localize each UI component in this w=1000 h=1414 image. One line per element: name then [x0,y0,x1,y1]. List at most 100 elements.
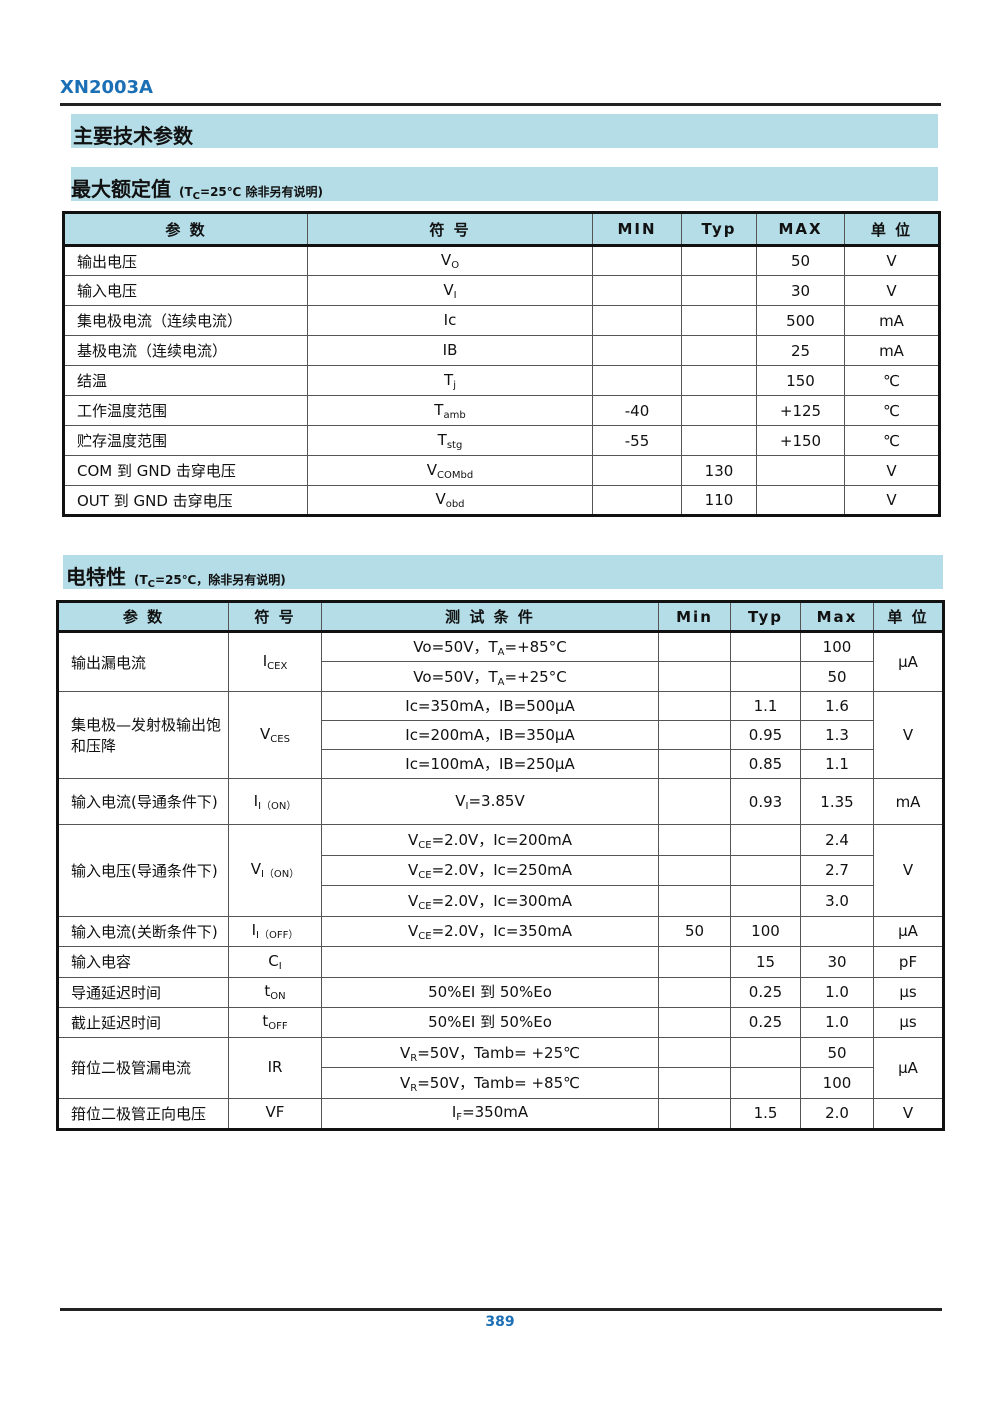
min-cell [658,778,731,825]
condition-post: =2.0V，Ic=200mA [431,830,572,849]
symbol-cell: VI（ON） [228,824,322,917]
unit-cell: ℃ [844,395,940,426]
symbol-cell-main: V [426,460,438,479]
symbol-cell: Vobd [307,485,593,516]
max-cell: 30 [756,275,845,306]
condition-pre: Vo=50V，T [413,638,498,656]
max-cell [756,455,845,486]
symbol-cell-main: IB [442,340,458,359]
min-cell [658,631,731,662]
typ-cell [681,335,757,366]
table-row: 箝位二极管漏电流 IR VR=50V，Tamb= +25℃ 50 μA [57,1036,944,1099]
page-number: 389 [485,1314,515,1330]
param-cell: 导通延迟时间 [57,976,229,1008]
section-max-heading: 最大额定值 (TC=25℃ 除非另有说明) [71,167,938,202]
symbol-cell-sub: obd [445,499,465,510]
param-cell: 基极电流（连续电流） [63,335,308,366]
table-row: 截止延迟时间 tOFF 50%EI 到 50%Eo 0.25 1.0 μs [57,1006,944,1038]
condition-sub: A [497,647,505,658]
column-header: Max [800,601,874,633]
typ-cell: 130 [681,455,757,486]
max-ratings-table: 参 数符 号 MIN Typ MAX 单 位输出电压 VO 50 V 输入电压 VI 30 V 集电极电… [62,211,941,517]
column-header: 参 数 [63,212,308,247]
table-header-row: 参 数符 号 MIN Typ MAX 单 位 [63,212,940,247]
min-cell [592,455,682,486]
typ-cell: 0.25 [730,1006,801,1038]
unit-cell: V [873,1097,944,1130]
table-row: COM 到 GND 击穿电压 VCOMbd 130 V [63,455,940,486]
condition-post: =2.0V，Ic=300mA [431,891,572,910]
symbol-cell-main: I [253,791,259,810]
condition-post: =2.0V，Ic=350mA [431,922,572,941]
unit-cell: V [873,824,944,917]
min-cell: 50 [658,915,731,947]
max-cell: 3.0 [800,885,874,917]
param-cell: 输出电压 [63,245,308,276]
param-cell: 工作温度范围 [63,395,308,426]
column-header: Min [658,601,731,633]
unit-cell: ℃ [844,365,940,396]
condition-pre: V [400,1074,411,1093]
min-cell [592,335,682,366]
param-cell: 输入电流(关断条件下) [57,915,229,947]
param-cell: 结温 [63,365,308,396]
table-row: Ic=200mA，IB=350μA 0.95 1.3 [58,720,944,750]
table-row: 结温 Tj 150 ℃ [63,365,940,396]
condition-pre: Ic=200mA，IB=350μA [405,726,575,744]
symbol-cell-main: t [262,1012,269,1031]
typ-cell [681,305,757,336]
typ-cell [730,1067,801,1099]
unit-cell: ℃ [844,425,940,456]
condition-sub: CE [418,839,432,851]
unit-cell: μs [873,976,944,1008]
min-cell: -40 [592,395,682,426]
max-cell: 150 [756,365,845,396]
column-header: MAX [756,212,845,247]
column-header: 单 位 [844,212,940,247]
max-cell: 2.4 [800,824,874,856]
condition-pre: 50%EI 到 50%Eo [428,1013,552,1032]
condition-pre: V [400,1043,411,1062]
max-cell: 2.7 [800,854,874,887]
section-elec-title: 电特性 [66,565,126,589]
min-cell [658,854,731,887]
symbol-cell-main: V [250,860,261,879]
min-cell [658,720,731,750]
max-cell: 1.0 [800,976,874,1008]
condition-sub: A [497,676,505,688]
table-row: 输入电容 CI 15 30 pF [57,945,944,978]
typ-cell [730,824,801,856]
condition-pre: V [407,830,419,849]
symbol-cell-main: VF [265,1103,285,1122]
symbol-cell-sub: ON [270,991,286,1003]
min-cell [592,485,682,516]
symbol-cell-main: V [440,251,452,269]
symbol-cell-sub: j [453,379,456,391]
typ-cell [681,365,757,396]
symbol-cell-main: I [262,652,268,670]
condition-sub: CE [418,900,432,912]
symbol-cell-sub: I（ON） [260,869,300,881]
document-title: XN2003A [60,77,153,98]
condition-pre: Vo=50V，T [413,667,498,686]
unit-cell: V [844,455,940,486]
symbol-cell: IR [228,1036,322,1099]
symbol-cell: VI [307,275,593,306]
electrical-characteristics-table: 参 数符 号测 试 条 件 Min Typ Max 单 位输出漏电流 ICEX Vo=50V… [56,600,945,1131]
table-header-row: 参 数符 号测 试 条 件 Min Typ Max 单 位 [57,601,944,633]
min-cell [658,1036,731,1069]
table-row: 输入电流(关断条件下) II（OFF） VCE=2.0V，Ic=350mA 50 100… [57,915,944,947]
symbol-cell-sub: I [278,960,282,972]
min-cell [592,365,682,396]
min-cell [658,661,731,692]
min-cell [592,305,682,336]
typ-cell [730,885,801,917]
min-cell [658,1097,731,1130]
condition-cell: Ic=350mA，IB=500μA [321,691,659,721]
column-header: 符 号 [307,212,593,247]
symbol-cell: VO [307,245,593,276]
min-cell [658,824,731,856]
max-cell: 50 [800,1036,874,1069]
condition-post: =2.0V，Ic=250mA [431,861,572,880]
condition-cell: 50%EI 到 50%Eo [321,976,659,1008]
